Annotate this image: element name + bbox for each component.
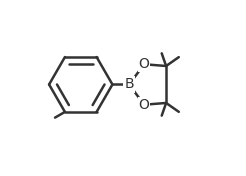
Text: B: B xyxy=(124,77,134,92)
Text: O: O xyxy=(139,57,150,71)
Text: O: O xyxy=(139,98,150,112)
